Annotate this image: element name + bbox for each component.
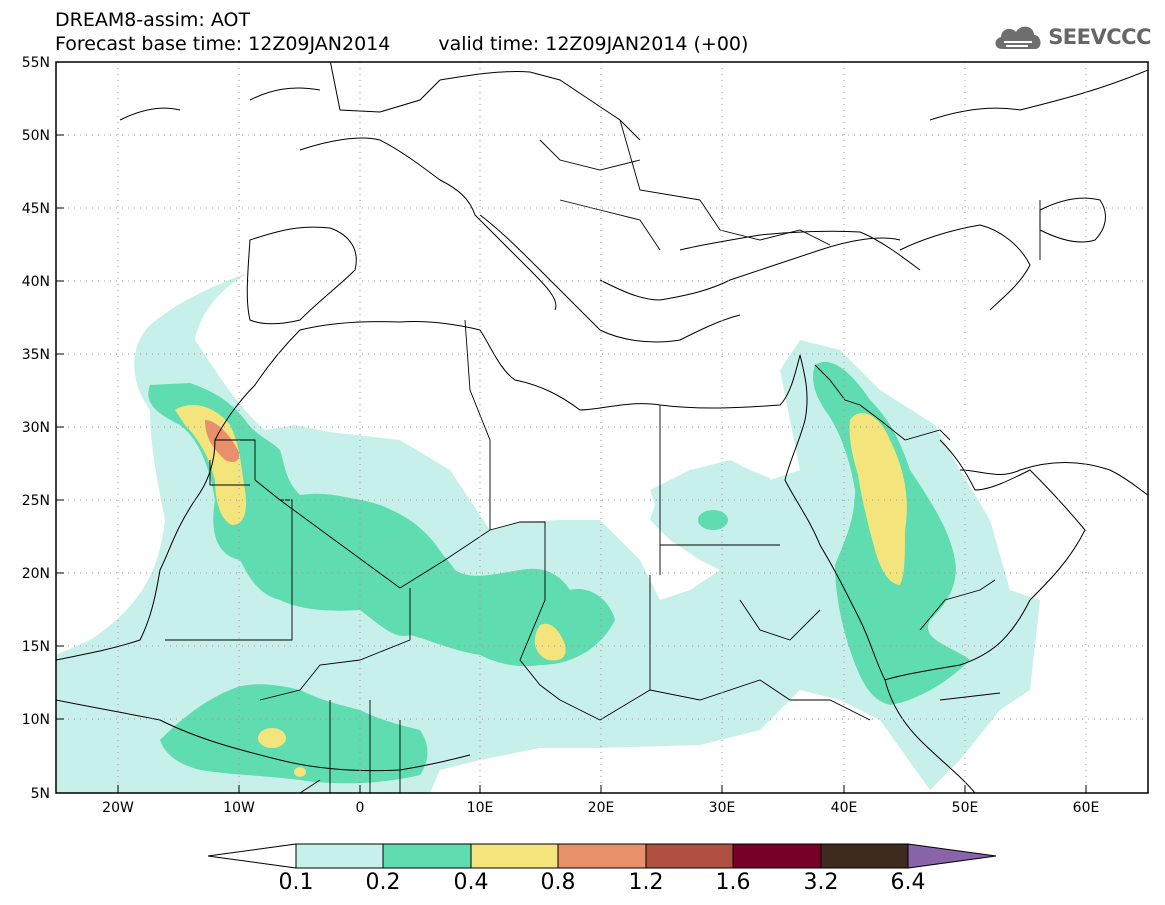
lat-label: 5N [31,786,50,802]
colorbar-bin [732,843,822,869]
lon-label: 60E [1073,800,1100,816]
lat-label: 45N [22,201,50,217]
lat-labels: 55N 50N 45N 40N 35N 30N 25N 20N 15N 10N … [22,55,50,802]
aot-level-0.8 [205,420,240,462]
colorbar [207,843,997,869]
coastlines [56,62,1148,793]
lon-label: 20W [102,800,134,816]
lon-label: 10W [223,800,255,816]
lat-label: 35N [22,347,50,363]
lon-label: 50E [952,800,979,816]
aot-level-0.4-arabia [849,412,907,585]
aot-level-0.4-atlas [175,405,247,525]
colorbar-level-label: 1.2 [628,870,664,895]
aot-level-0.2-sahara [280,495,450,588]
lat-label: 10N [22,712,50,728]
base-time-label: Forecast base time: 12Z09JAN2014 [55,33,391,55]
colorbar-bin [382,843,472,869]
valid-time-label: valid time: 12Z09JAN2014 (+00) [438,33,749,55]
tick-marks [56,61,1087,793]
lat-label: 40N [22,274,50,290]
lat-label: 30N [22,420,50,436]
time-line: Forecast base time: 12Z09JAN2014 valid ti… [55,33,748,55]
lon-label: 30E [709,800,736,816]
aot-level-0.4-guinea-b [294,767,306,777]
seevccc-logo: SEEVCCC [992,22,1151,52]
borders [165,119,1041,793]
lon-labels: 20W 10W 0 10E 20E 30E 40E 50E 60E [102,800,1099,816]
colorbar-level-label: 0.1 [278,870,314,895]
colorbar-under-arrow [207,843,297,869]
colorbar-bin [295,843,384,869]
colorbar-bin [645,843,734,869]
colorbar-level-label: 0.2 [365,870,401,895]
aot-level-0.2-westafrica [160,684,428,784]
colorbar-bin [820,843,909,869]
colorbar-bin [470,843,559,869]
lon-label: 10E [467,800,494,816]
colorbar-level-label: 0.4 [453,870,489,895]
aot-level-0.4-chad [534,623,566,661]
colorbar-level-label: 6.4 [890,870,926,895]
logo-text: SEEVCCC [1048,25,1151,49]
lat-label: 55N [22,55,50,71]
colorbar-over-arrow [907,843,997,869]
lon-label: 0 [356,800,365,816]
colorbar-level-label: 1.6 [715,870,751,895]
colorbar-level-label: 0.8 [540,870,576,895]
colorbar-bin [557,843,647,869]
colorbar-level-label: 3.2 [803,870,839,895]
aot-field [56,272,1040,793]
lat-label: 15N [22,639,50,655]
aot-level-0.1 [56,272,1040,793]
lon-label: 20E [588,800,615,816]
lat-label: 50N [22,128,50,144]
cloud-icon [995,26,1041,49]
lat-label: 20N [22,566,50,582]
lon-label: 40E [831,800,858,816]
aot-level-0.4-guinea-a [258,728,286,748]
lat-label: 25N [22,493,50,509]
graticule [56,62,1148,793]
aot-level-0.2-egypt [698,510,728,530]
map-title: DREAM8-assim: AOT [55,9,251,31]
